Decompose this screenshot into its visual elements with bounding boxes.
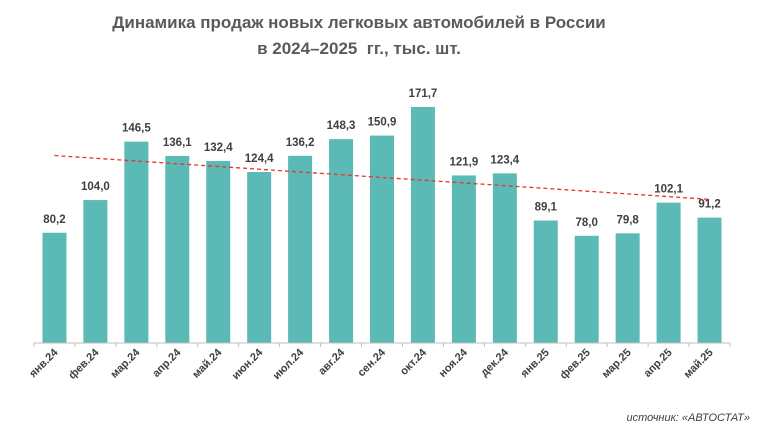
x-tick-label: мар.25: [600, 347, 634, 381]
bar-дек.24: [492, 173, 517, 343]
x-tick-label: июн.24: [230, 346, 266, 382]
value-label: 91,2: [698, 199, 720, 211]
chart-title: Динамика продаж новых легковых автомобил…: [0, 10, 718, 62]
x-axis: [33, 342, 731, 347]
value-label: 78,0: [576, 217, 598, 229]
chart-title-line1: Динамика продаж новых легковых автомобил…: [112, 13, 606, 32]
x-tick-label: мар.24: [108, 346, 143, 381]
x-tick-label: фев.24: [66, 346, 102, 382]
value-label: 80,2: [43, 214, 65, 226]
x-tick-label: янв.24: [27, 346, 61, 380]
value-label: 146,5: [122, 123, 151, 135]
x-tick-label: апр.24: [150, 346, 184, 380]
value-label: 121,9: [449, 156, 478, 168]
bar-май.25: [697, 217, 722, 343]
value-label: 136,1: [163, 137, 192, 149]
x-tick-label: май.25: [682, 347, 716, 381]
value-label: 79,8: [616, 214, 639, 226]
value-label: 123,4: [490, 154, 519, 166]
x-tick-labels-group: янв.24 фев.24 мар.24 апр.24 май.24 июн.24 июл.…: [27, 346, 715, 382]
bar-ноя.24: [451, 175, 476, 343]
bar-июн.24: [247, 172, 272, 343]
value-label: 136,2: [286, 137, 315, 149]
x-tick-label: май.24: [190, 346, 225, 381]
x-tick-label: дек.24: [478, 346, 511, 379]
x-tick-label: июл.24: [271, 346, 307, 382]
x-tick-label: янв.25: [519, 347, 552, 380]
x-tick-label: ноя.24: [437, 346, 471, 380]
source-note: источник: «АВТОСТАТ»: [626, 412, 750, 424]
value-label: 171,7: [409, 88, 438, 100]
x-tick-label: авг.24: [316, 346, 347, 377]
value-label: 132,4: [204, 142, 233, 154]
trendline: [54, 154, 710, 201]
bar-сен.24: [370, 135, 394, 343]
x-tick-label: апр.25: [642, 347, 675, 380]
bar-мар.25: [615, 233, 640, 343]
bar-мар.24: [124, 141, 149, 343]
bar-окт.24: [410, 107, 435, 343]
bar-фев.25: [574, 235, 599, 343]
value-label: 150,9: [368, 117, 397, 129]
bar-янв.25: [533, 220, 558, 343]
bar-апр.25: [656, 202, 681, 343]
bar-фев.24: [83, 200, 108, 343]
trendline-group: [54, 154, 710, 201]
value-label: 104,0: [81, 181, 110, 193]
value-label: 89,1: [535, 202, 558, 214]
value-labels-group: 80,2 104,0 146,5 136,1 132,4 124,4 136,2 148,3 1…: [43, 88, 720, 229]
value-label: 124,4: [245, 153, 274, 165]
bar-янв.24: [42, 232, 67, 343]
bar-апр.24: [165, 155, 190, 343]
bar-авг.24: [329, 139, 354, 343]
x-tick-label: окт.24: [398, 346, 430, 378]
bar-май.24: [206, 161, 231, 343]
value-label: 148,3: [327, 120, 356, 132]
x-tick-label: сен.24: [355, 346, 388, 379]
value-label: 102,1: [654, 184, 683, 196]
chart-title-line2: в 2024–2025 гг., тыс. шт.: [257, 39, 461, 58]
x-tick-label: фев.25: [558, 347, 593, 382]
bars-group: [42, 107, 722, 343]
bar-июл.24: [288, 155, 313, 343]
